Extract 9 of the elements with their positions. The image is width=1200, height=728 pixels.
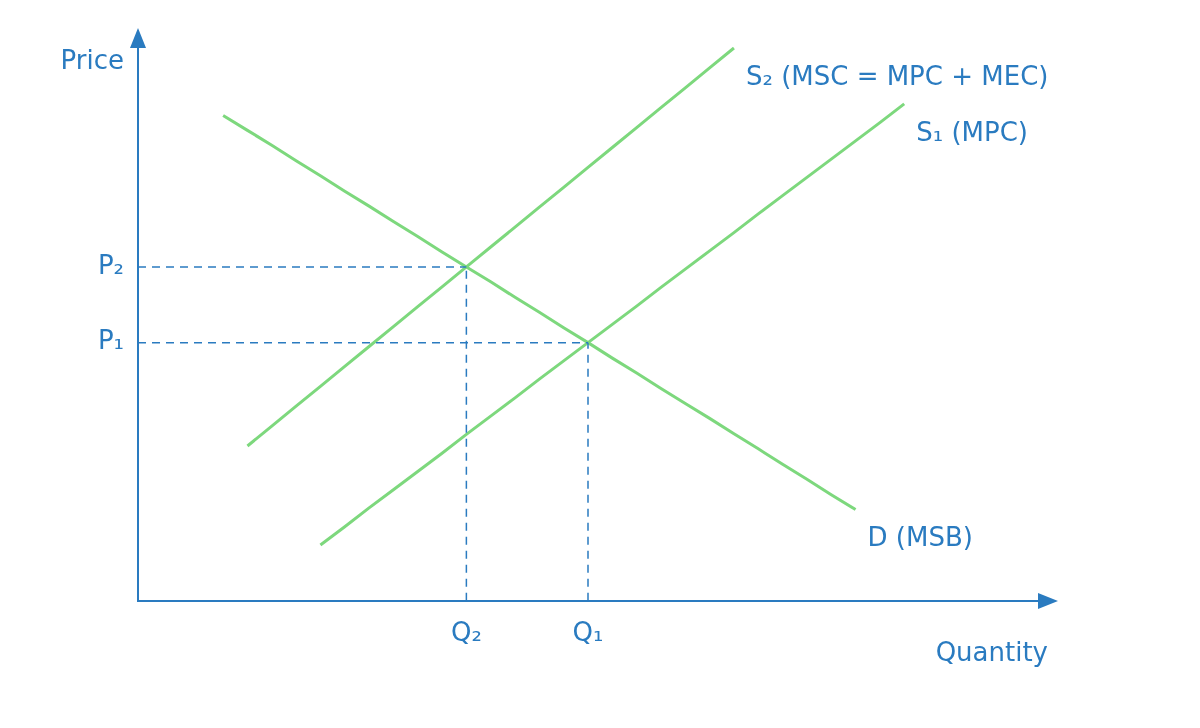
- y-axis-title: Price: [60, 44, 124, 75]
- ref-line-label: P₁: [97, 325, 124, 356]
- x-tick-label: Q₂: [450, 617, 482, 648]
- series-label: S₂ (MSC = MPC + MEC): [745, 60, 1049, 91]
- x-tick-label: Q₁: [572, 617, 604, 648]
- series-label: S₁ (MPC): [916, 116, 1028, 147]
- x-axis-title: Quantity: [935, 636, 1048, 667]
- ref-line-label: P₂: [97, 249, 124, 280]
- series-label: D (MSB): [867, 522, 973, 553]
